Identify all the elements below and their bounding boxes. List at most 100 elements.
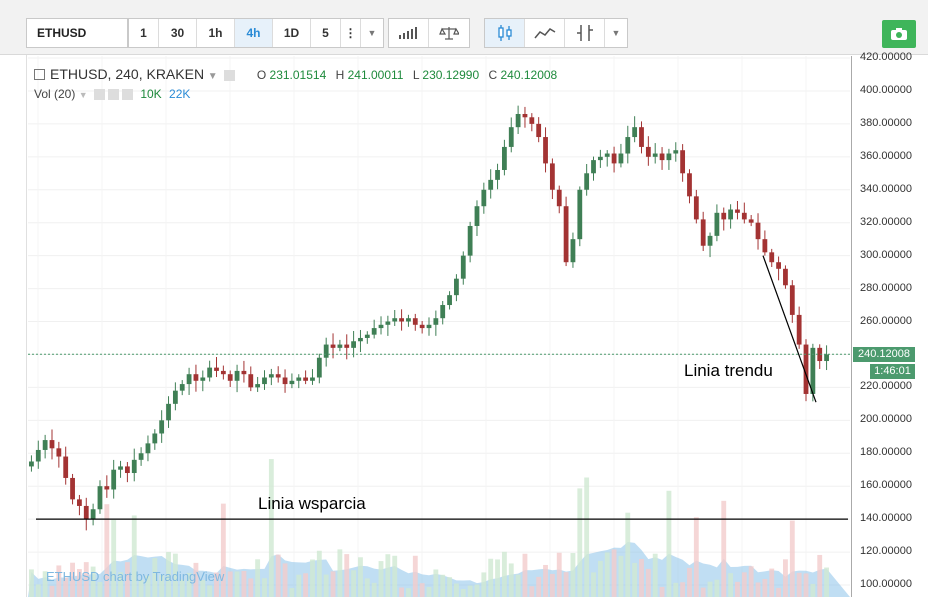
volume-bar — [556, 552, 562, 597]
candle-body — [172, 390, 178, 404]
indicators-icon[interactable] — [565, 19, 605, 47]
more-vert-icon[interactable]: ⋮ — [341, 19, 361, 47]
interval-5[interactable]: 5 — [311, 19, 341, 47]
volume-bar — [214, 572, 219, 597]
candle-body — [392, 318, 398, 322]
bar-chart-icon[interactable] — [389, 19, 429, 47]
chevron-down-icon[interactable]: ▼ — [367, 28, 377, 38]
volume-bar — [70, 562, 75, 597]
volume-bar — [714, 579, 720, 597]
volume-bar — [76, 569, 82, 597]
current-price-label: 240.12008 — [853, 347, 915, 362]
volume-bar — [207, 585, 213, 597]
volume-value-1: 10K — [140, 87, 162, 101]
volume-bar — [604, 552, 610, 597]
volume-bar — [447, 577, 452, 597]
candle-body — [460, 255, 466, 279]
volume-bar — [673, 582, 679, 597]
support-line-label: Linia wsparcia — [258, 494, 366, 513]
volume-bar — [104, 504, 110, 597]
interval-4h[interactable]: 4h — [235, 19, 273, 47]
candle-body — [721, 212, 727, 220]
candle-body — [824, 354, 829, 362]
volume-bar — [262, 578, 267, 597]
volume-bar — [316, 550, 322, 597]
volume-bar — [118, 572, 123, 597]
volume-bar — [433, 569, 439, 597]
candle-body — [358, 337, 363, 342]
volume-bar — [227, 571, 233, 597]
price-axis[interactable]: 420.00000 400.00000 380.00000 360.00000 340.… — [851, 51, 928, 597]
candle-body — [584, 173, 590, 190]
candle-body — [234, 370, 240, 381]
candles-icon[interactable] — [485, 19, 525, 47]
volume-bar — [536, 576, 542, 597]
candle-body — [42, 440, 48, 450]
volume-bar — [549, 573, 555, 597]
volume-bar — [90, 566, 96, 597]
volume-bar — [824, 567, 829, 597]
tradingview-watermark[interactable]: ETHUSD chart by TradingView — [46, 569, 225, 584]
line-chart-icon[interactable] — [525, 19, 565, 47]
volume-bar — [735, 581, 740, 597]
candle-body — [282, 377, 288, 385]
volume-bar — [453, 583, 459, 597]
chevron-down-icon[interactable]: ▼ — [611, 28, 621, 38]
candle-body — [474, 206, 480, 226]
candle-body — [652, 153, 658, 157]
candle-body — [330, 344, 336, 348]
volume-bar — [159, 574, 165, 597]
interval-1d[interactable]: 1D — [273, 19, 311, 47]
candle-body — [344, 344, 350, 348]
volume-bar — [344, 554, 350, 597]
volume-label: Vol (20) — [34, 87, 76, 101]
volume-bar — [563, 572, 569, 597]
interval-1[interactable]: 1 — [129, 19, 159, 47]
volume-bar — [131, 515, 137, 597]
chevron-down-icon[interactable]: ▼ — [78, 90, 88, 100]
candle-body — [145, 443, 151, 454]
candle-body — [371, 328, 377, 335]
volume-bar — [693, 517, 699, 597]
interval-30[interactable]: 30 — [159, 19, 197, 47]
gear-icon[interactable] — [107, 89, 119, 101]
volume-bar — [200, 580, 206, 597]
candle-body — [186, 374, 192, 385]
scale-icon[interactable] — [429, 19, 469, 47]
low-value: 230.12990 — [422, 68, 480, 82]
candle-body — [90, 509, 96, 520]
candle-body — [77, 499, 82, 506]
volume-bar — [248, 578, 254, 597]
candle-body — [728, 209, 734, 220]
candle-body — [488, 179, 494, 190]
price-tick: 360.00000 — [860, 149, 912, 162]
volume-bar — [166, 551, 171, 597]
left-drawing-rail — [0, 55, 27, 597]
interval-1h[interactable]: 1h — [197, 19, 235, 47]
chevron-down-icon[interactable]: ▼ — [207, 71, 218, 82]
volume-bar — [789, 520, 795, 597]
candle-body — [35, 449, 41, 462]
candle-body — [385, 321, 391, 325]
price-chart[interactable] — [28, 56, 850, 597]
candle-body — [570, 239, 576, 263]
candle-body — [659, 153, 665, 161]
chart-style-group: ▼ — [484, 18, 628, 48]
volume-bar — [748, 566, 754, 597]
candle-body — [769, 252, 775, 263]
candle-body — [337, 344, 343, 348]
settings-icon[interactable] — [224, 70, 236, 82]
close-icon[interactable] — [121, 89, 133, 101]
volume-bar — [543, 564, 548, 597]
volume-bar — [721, 500, 727, 597]
candle-body — [543, 137, 548, 164]
symbol-search[interactable]: ETHUSD — [26, 18, 128, 48]
trend-line — [762, 255, 817, 403]
candle-body — [467, 225, 473, 256]
eye-icon[interactable] — [93, 89, 105, 101]
volume-bar — [83, 562, 89, 597]
collapse-icon[interactable] — [34, 69, 45, 81]
candle-body — [776, 262, 781, 269]
bar-countdown: 1:46:01 — [870, 364, 915, 379]
camera-icon[interactable] — [882, 20, 916, 48]
